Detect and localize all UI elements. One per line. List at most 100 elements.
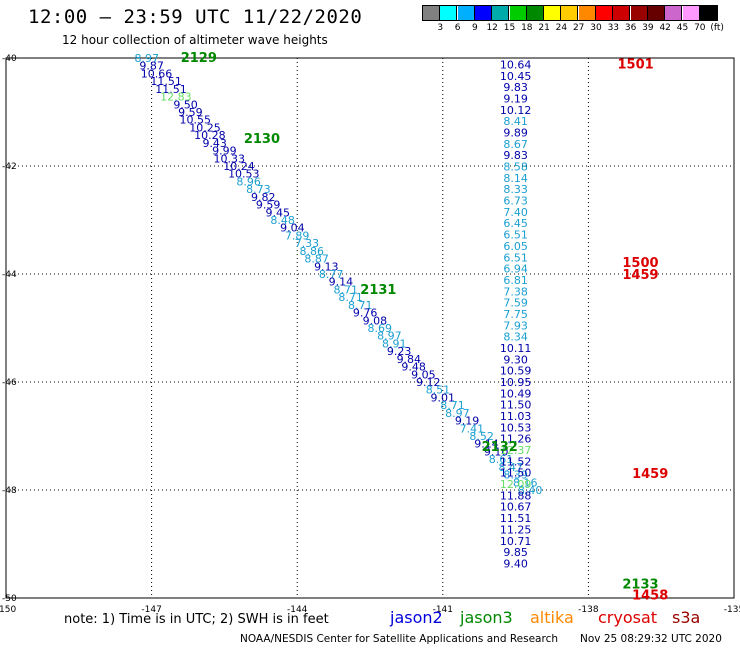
color-scale-label: 70	[694, 23, 706, 33]
swh-value-label: 11.03	[500, 410, 532, 423]
swh-value-label: 8.58	[503, 161, 528, 174]
color-scale-label: 21	[538, 23, 550, 33]
swh-value-label: 8.71	[333, 284, 358, 297]
color-scale-swatch	[613, 6, 631, 20]
swh-value-label: 8.91	[382, 338, 407, 351]
color-scale-swatch	[578, 6, 596, 20]
swh-value-label: 9.50	[173, 98, 198, 111]
swh-value-label: 9.59	[178, 106, 203, 119]
y-tick-label: -50	[2, 594, 17, 604]
swh-value-label: 11.50	[500, 467, 532, 480]
swh-value-label: 6.94	[503, 263, 528, 276]
swh-value-label: 8.40	[518, 484, 543, 497]
x-tick-label: -150	[0, 605, 16, 615]
y-tick-label: -48	[2, 486, 17, 496]
color-scale-label: 9	[472, 23, 478, 33]
swh-value-label: 9.99	[212, 144, 237, 157]
swh-value-label: 8.67	[503, 138, 528, 151]
swh-value-label: 6.51	[503, 229, 528, 242]
pass-time-label: 1459	[632, 467, 668, 482]
x-tick-label: -135	[724, 605, 740, 615]
swh-value-label: 9.23	[387, 345, 412, 358]
swh-value-label: 8.97	[134, 52, 159, 65]
swh-value-label: 9.30	[503, 353, 528, 366]
color-scale-legend: 3 6 9 12 15 18 21 24 27 30 33 36 39 42 45 70 (ft)	[422, 5, 724, 33]
color-scale-swatch	[561, 6, 579, 20]
swh-value-label: 8.39	[503, 468, 528, 481]
swh-value-label: 9.14	[474, 438, 499, 451]
swh-value-label: 9.84	[397, 353, 422, 366]
swh-value-label: 12.09	[500, 478, 532, 491]
swh-value-label: 7.33	[295, 237, 320, 250]
legend-altika: altika	[530, 608, 574, 627]
legend-jason3: jason3	[460, 608, 513, 627]
swh-value-label: 8.33	[503, 183, 528, 196]
swh-value-label: 12.83	[160, 90, 192, 103]
generation-timestamp: Nov 25 08:29:32 UTC 2020	[580, 633, 722, 645]
pass-time-label: 2133	[622, 578, 658, 593]
chart-subtitle: 12 hour collection of altimeter wave hei…	[62, 33, 328, 47]
color-scale-label: (ft)	[710, 23, 724, 33]
swh-value-label: 7.89	[285, 230, 310, 243]
y-tick-label: -44	[2, 270, 17, 280]
swh-value-label: 6.45	[503, 217, 528, 230]
color-scale-label: 27	[572, 23, 585, 33]
color-scale-label: 24	[555, 23, 568, 33]
swh-value-label: 10.45	[500, 70, 532, 83]
swh-value-label: 8.48	[270, 214, 295, 227]
swh-value-label: 9.85	[503, 546, 528, 559]
swh-value-label: 10.55	[180, 114, 212, 127]
swh-value-label: 9.82	[251, 191, 276, 204]
pass-time-label: 2131	[360, 283, 396, 298]
color-scale-swatch	[423, 6, 440, 20]
swh-value-label: 11.51	[500, 512, 532, 525]
color-scale-swatch	[596, 6, 613, 20]
swh-value-label: 8.52	[469, 430, 494, 443]
color-scale-label: 42	[659, 23, 671, 33]
swh-value-label: 8.71	[348, 299, 373, 312]
swh-value-label: 7.38	[503, 285, 528, 298]
color-scale-label: 12	[486, 23, 498, 33]
swh-value-label: 10.33	[214, 152, 246, 165]
swh-value-label: 8.96	[236, 176, 261, 189]
pass-time-label: 2130	[244, 132, 280, 147]
y-tick-label: -42	[2, 162, 17, 172]
swh-value-label: 9.83	[503, 81, 528, 94]
swh-value-label: 6.51	[503, 251, 528, 264]
swh-value-label: 7.41	[460, 422, 485, 435]
swh-value-label: 10.66	[141, 68, 173, 81]
color-scale-swatch	[457, 6, 475, 20]
legend-cryosat: cryosat	[598, 608, 658, 627]
swh-value-label: 9.04	[280, 222, 305, 235]
swh-value-label: 8.69	[367, 322, 392, 335]
swh-value-label: 10.12	[500, 104, 532, 117]
swh-value-label: 11.26	[500, 433, 532, 446]
swh-value-label: 8.86	[300, 245, 325, 258]
swh-value-label: 6.05	[503, 240, 528, 253]
color-scale-swatch	[699, 6, 717, 20]
color-scale-label: 36	[624, 23, 637, 33]
pass-time-label: 2132	[482, 440, 518, 455]
swh-value-label: 7.75	[503, 308, 528, 321]
swh-value-label: 10.67	[500, 501, 532, 514]
color-scale-swatch	[665, 6, 683, 20]
swh-value-label: 7.40	[503, 206, 528, 219]
legend-s3a: s3a	[672, 608, 701, 627]
color-scale-swatch	[440, 6, 458, 20]
swh-value-label: 9.40	[503, 557, 528, 570]
color-scale-swatch	[630, 6, 648, 20]
swh-value-label: 8.34	[503, 331, 528, 344]
swh-value-label: 9.89	[503, 127, 528, 140]
swh-value-label: 8.97	[445, 407, 470, 420]
swh-value-label: 8.71	[440, 399, 465, 412]
color-scale-swatch	[492, 6, 510, 20]
pass-time-label: 1501	[618, 57, 654, 72]
swh-value-label: 7.93	[503, 319, 528, 332]
swh-value-label: 10.59	[500, 365, 532, 378]
swh-value-label: 11.88	[500, 489, 532, 502]
swh-value-label: 6.81	[503, 274, 528, 287]
swh-value-label: 6.73	[503, 195, 528, 208]
swh-value-label: 9.10	[484, 446, 509, 459]
swh-value-label: 8.97	[377, 330, 402, 343]
